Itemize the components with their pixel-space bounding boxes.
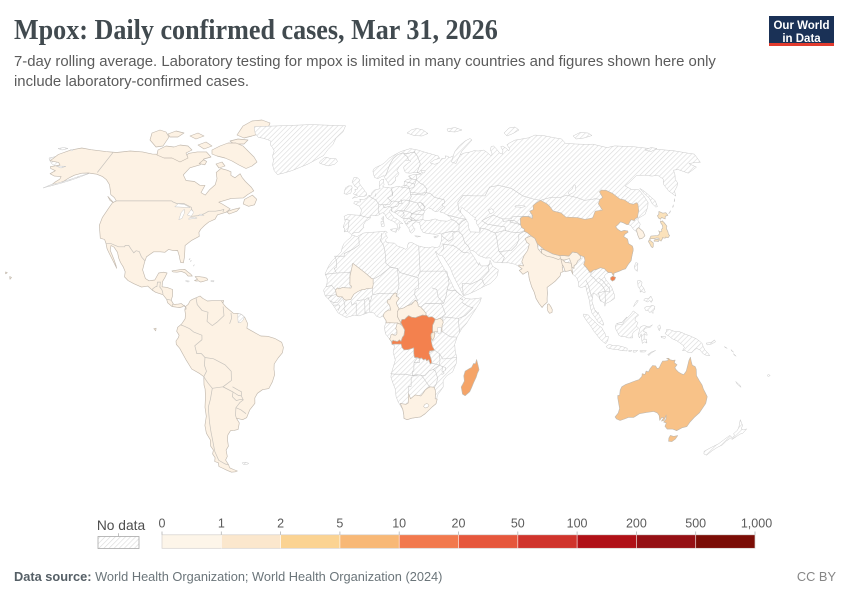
svg-text:2: 2 [277,517,284,531]
svg-text:100: 100 [567,517,588,531]
svg-text:1,000: 1,000 [741,517,772,531]
svg-text:10: 10 [392,517,406,531]
svg-text:50: 50 [511,517,525,531]
svg-text:0: 0 [159,517,166,531]
svg-text:1: 1 [218,517,225,531]
svg-text:5: 5 [336,517,343,531]
svg-text:200: 200 [626,517,647,531]
svg-text:500: 500 [685,517,706,531]
svg-text:20: 20 [452,517,466,531]
